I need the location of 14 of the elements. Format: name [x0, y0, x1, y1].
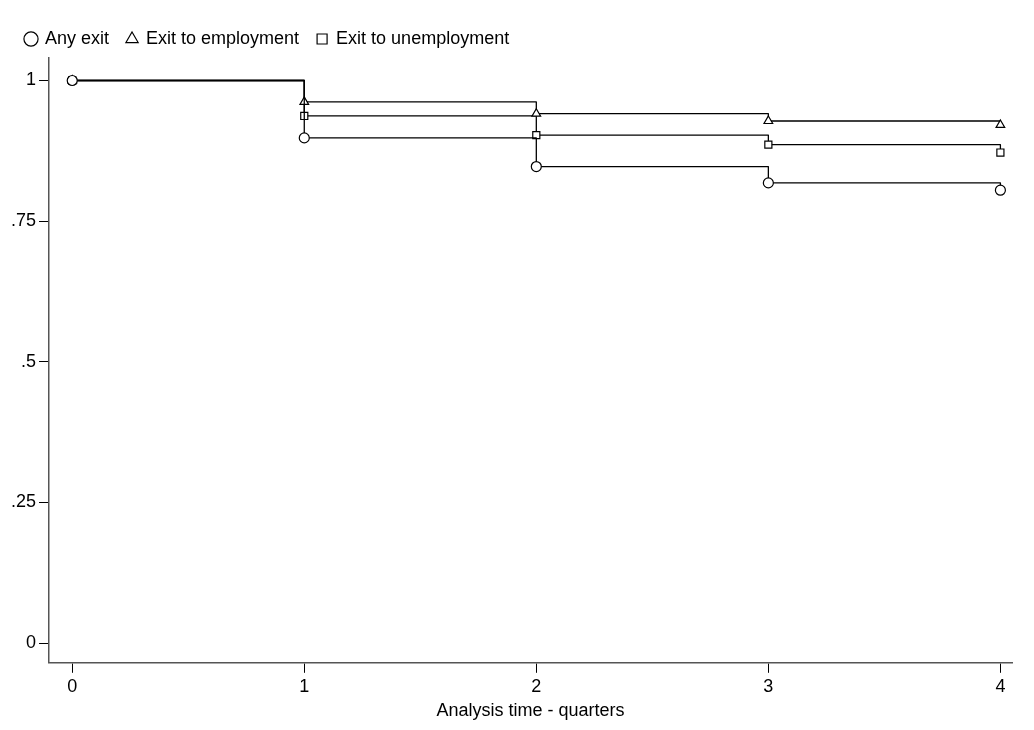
y-tick-label: .5 — [21, 350, 37, 371]
legend-label: Exit to employment — [146, 27, 300, 48]
x-tick-label: 3 — [763, 675, 774, 696]
y-tick-label: .25 — [10, 491, 37, 512]
x-axis-title: Analysis time - quarters — [436, 700, 625, 721]
x-tick-label: 0 — [67, 675, 78, 696]
x-tick-label: 2 — [531, 675, 542, 696]
legend-label: Exit to unemployment — [336, 27, 510, 48]
legend-label: Any exit — [45, 27, 110, 48]
y-tick-label: .75 — [10, 210, 37, 231]
x-tick-label: 1 — [299, 675, 310, 696]
y-tick-label: 0 — [26, 632, 37, 653]
x-tick-label: 4 — [995, 675, 1006, 696]
y-tick-label: 1 — [26, 69, 37, 90]
